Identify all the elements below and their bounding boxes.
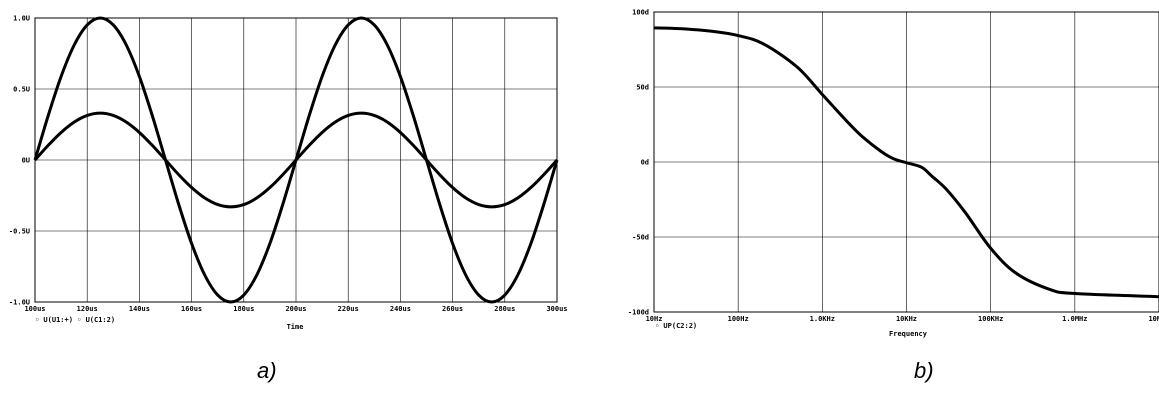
chart-a-y-tick-label: 0.5U <box>13 86 30 94</box>
chart-a-grid <box>34 17 558 303</box>
chart-a-x-tick-label: 120us <box>77 305 98 313</box>
chart-a-x-tick-label: 220us <box>338 305 359 313</box>
chart-b-y-tick-label: 50d <box>636 84 649 92</box>
chart-b-x-tick-label: 100Hz <box>728 315 749 323</box>
chart-a-x-tick-label: 100us <box>24 305 45 313</box>
chart-b-x-ticks: 10Hz 100Hz 1.0KHz 10KHz 100KHz 1.0MHz 10MHz <box>646 315 1159 323</box>
caption-a: a) <box>257 358 277 383</box>
chart-a-x-tick-label: 240us <box>390 305 411 313</box>
chart-b-x-tick-label: 10KHz <box>896 315 917 323</box>
chart-b-series-0-line <box>653 26 1159 299</box>
chart-b-y-tick-label: -50d <box>632 234 649 242</box>
chart-b-x-tick-label: 10MHz <box>1148 315 1159 323</box>
chart-a-x-tick-label: 260us <box>442 305 463 313</box>
chart-a-legend: ◦ U(U1:+) ◦ U(C1:2) <box>35 316 115 324</box>
chart-a-x-tick-label: 280us <box>494 305 515 313</box>
chart-a-x-tick-label: 180us <box>233 305 254 313</box>
chart-a-y-tick-label: 0U <box>22 157 30 165</box>
chart-a-x-tick-label: 300us <box>546 305 567 313</box>
chart-a-x-tick-label: 200us <box>285 305 306 313</box>
chart-a-series-1-line <box>33 111 559 209</box>
chart-b-x-tick-label: 10Hz <box>646 315 663 323</box>
chart-a-y-tick-label: -1.0U <box>9 299 30 307</box>
chart-a-x-tick-label: 140us <box>129 305 150 313</box>
chart-b-y-tick-label: -100d <box>628 309 649 317</box>
chart-a-y-tick-label: -0.5U <box>9 228 30 236</box>
chart-b-curves <box>653 26 1159 299</box>
chart-b-x-tick-label: 100KHz <box>978 315 1003 323</box>
chart-b-y-ticks: 100d 50d 0d -50d -100d <box>628 9 649 317</box>
chart-a-y-tick-label: 1.0U <box>13 15 30 23</box>
chart-b-grid <box>653 11 1159 313</box>
chart-b-legend: ◦ UP(C2:2) <box>655 322 697 330</box>
chart-time-domain: 100us 120us 140us 160us 180us 200us 220us 240us… <box>9 15 568 332</box>
chart-b-x-tick-label: 1.0KHz <box>810 315 835 323</box>
chart-phase-response: 10Hz 100Hz 1.0KHz 10KHz 100KHz 1.0MHz 10MHz 10… <box>628 9 1159 338</box>
chart-a-x-tick-label: 160us <box>181 305 202 313</box>
chart-a-x-axis-title: Time <box>287 323 304 331</box>
chart-a-y-ticks: 1.0U 0.5U 0U -0.5U -1.0U <box>9 15 30 307</box>
caption-b: b) <box>914 358 934 383</box>
chart-b-y-tick-label: 100d <box>632 9 649 17</box>
chart-b-x-tick-label: 1.0MHz <box>1062 315 1087 323</box>
chart-b-x-axis-title: Frequency <box>889 330 928 338</box>
chart-a-x-ticks: 100us 120us 140us 160us 180us 200us 220us 240us… <box>24 305 567 313</box>
chart-a-curves <box>33 16 559 304</box>
chart-b-y-tick-label: 0d <box>641 159 649 167</box>
